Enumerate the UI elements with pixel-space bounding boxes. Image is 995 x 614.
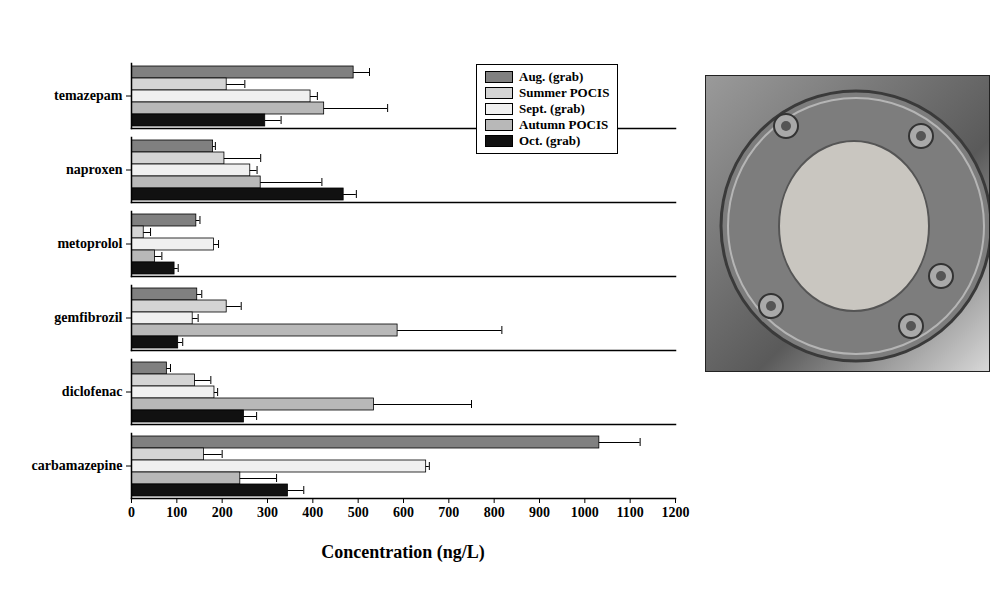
svg-text:gemfibrozil: gemfibrozil bbox=[54, 310, 122, 325]
svg-text:0: 0 bbox=[128, 505, 135, 520]
svg-text:900: 900 bbox=[529, 505, 550, 520]
svg-text:400: 400 bbox=[302, 505, 323, 520]
html-text:Sept. (grab): Sept. (grab) bbox=[519, 101, 585, 116]
svg-text:300: 300 bbox=[257, 505, 278, 520]
svg-text:500: 500 bbox=[348, 505, 369, 520]
html-text:Concentration (ng/L): Concentration (ng/L) bbox=[321, 542, 485, 562]
html-text:Autumn POCIS: Autumn POCIS bbox=[519, 117, 609, 132]
svg-text:800: 800 bbox=[484, 505, 505, 520]
svg-text:1100: 1100 bbox=[617, 505, 644, 520]
html-text:Summer POCIS: Summer POCIS bbox=[519, 85, 610, 100]
html-text:Oct. (grab): Oct. (grab) bbox=[519, 133, 581, 148]
svg-text:naproxen: naproxen bbox=[66, 162, 123, 177]
svg-text:temazepam: temazepam bbox=[54, 88, 123, 103]
svg-text:600: 600 bbox=[393, 505, 414, 520]
svg-text:700: 700 bbox=[438, 505, 459, 520]
svg-text:carbamazepine: carbamazepine bbox=[32, 458, 123, 473]
svg-text:metoprolol: metoprolol bbox=[57, 236, 122, 251]
svg-text:1200: 1200 bbox=[662, 505, 690, 520]
svg-text:100: 100 bbox=[166, 505, 187, 520]
svg-text:200: 200 bbox=[212, 505, 233, 520]
html-text:Aug. (grab): Aug. (grab) bbox=[519, 69, 584, 84]
svg-text:diclofenac: diclofenac bbox=[62, 384, 123, 399]
svg-text:1000: 1000 bbox=[571, 505, 599, 520]
